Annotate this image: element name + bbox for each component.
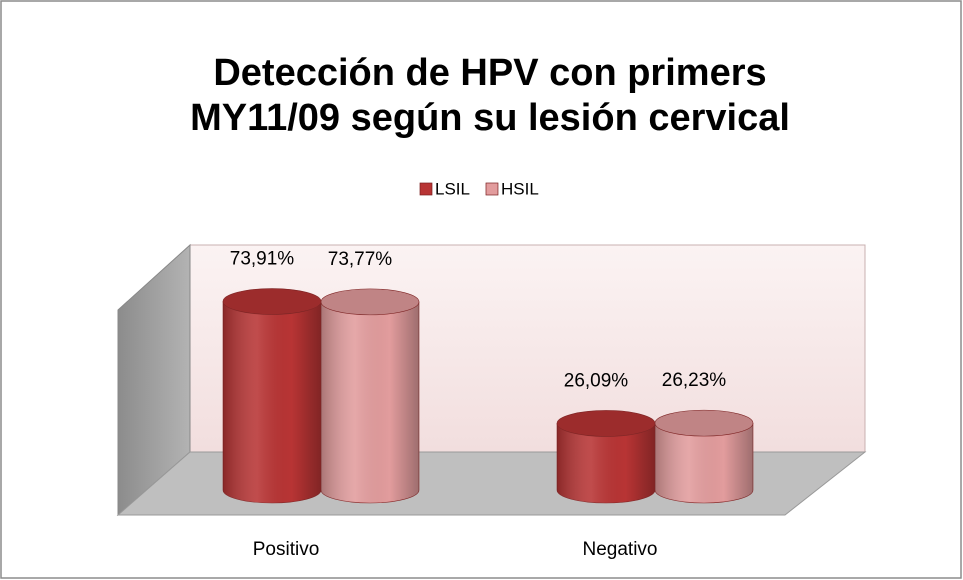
legend-label: HSIL — [501, 179, 539, 198]
cylinder-top-shade — [321, 288, 419, 315]
cylinder-top-shade — [557, 410, 655, 437]
chart-title-line: Detección de HPV con primers — [213, 52, 766, 94]
chart-title-line: MY11/09 según su lesión cervical — [190, 97, 790, 139]
x-tick-label: Negativo — [583, 539, 658, 560]
cylinder-shade — [655, 423, 753, 503]
cylinder-shade — [223, 301, 321, 503]
legend-swatch — [485, 182, 499, 196]
cylinder-shade — [557, 423, 655, 503]
data-label: 73,77% — [328, 249, 393, 270]
cylinder-top — [654, 409, 754, 437]
cylinder-top-shade — [655, 410, 753, 437]
legend-label: LSIL — [435, 179, 470, 198]
data-label: 26,23% — [662, 370, 727, 391]
cylinder-top — [320, 288, 420, 316]
data-label: 73,91% — [230, 249, 295, 270]
cylinder-top-shade — [223, 288, 321, 315]
x-tick-label: Positivo — [253, 539, 320, 560]
data-label: 26,09% — [564, 370, 629, 391]
legend-swatch — [419, 182, 433, 196]
cylinder-shade — [321, 301, 419, 503]
